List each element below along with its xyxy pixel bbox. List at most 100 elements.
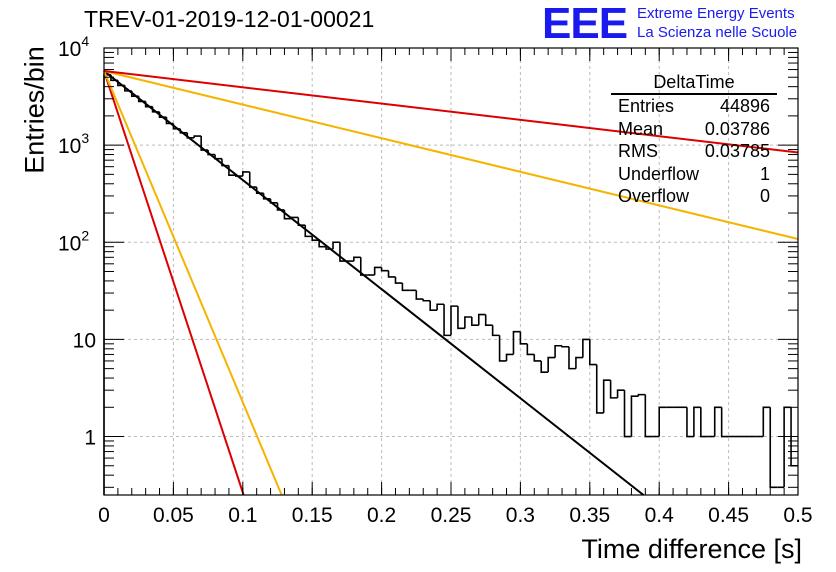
stats-row-mean: Mean 0.03786 — [611, 118, 777, 141]
histogram-bin — [471, 317, 479, 326]
x-tick-label: 0.1 — [228, 504, 257, 527]
histogram-bin — [311, 236, 320, 242]
histogram-bin — [623, 390, 632, 438]
stats-row-underflow: Underflow 1 — [611, 163, 777, 186]
chart-title: TREV-01-2019-12-01-00021 — [84, 6, 375, 32]
histogram-bin — [658, 406, 667, 437]
histogram-bin — [457, 306, 465, 330]
histogram-bin — [422, 299, 431, 302]
histogram-bin — [526, 343, 535, 356]
histogram-bin — [609, 380, 618, 399]
histogram-bin — [686, 407, 694, 438]
histogram-bin — [616, 389, 625, 398]
histogram-bin — [103, 73, 111, 495]
histogram-bin — [415, 290, 424, 300]
stats-label: Entries — [618, 96, 675, 116]
histogram-bin — [186, 132, 195, 139]
stats-value: 44896 — [719, 96, 770, 116]
histogram-bin — [512, 330, 521, 355]
histogram-bin — [318, 240, 327, 248]
histogram-bin — [255, 187, 264, 194]
eee-logo: EEE — [542, 0, 628, 48]
histogram-bin — [644, 394, 653, 438]
x-tick-label: 0.45 — [708, 504, 749, 527]
fit-line — [103, 69, 799, 154]
histogram-bin — [575, 356, 583, 369]
stats-title: DeltaTime — [611, 72, 777, 95]
x-tick-label: 0.2 — [367, 504, 396, 527]
stats-label: Overflow — [618, 186, 690, 206]
y-tick-label: 102 — [58, 227, 89, 255]
histogram-bin — [498, 335, 507, 362]
x-tick-label: 0 — [98, 504, 110, 527]
histogram-bin — [373, 266, 382, 276]
x-tick-label: 0.35 — [569, 504, 610, 527]
y-tick-label: 103 — [58, 130, 89, 158]
x-tick-label: 0.3 — [506, 504, 535, 527]
histogram-bin — [630, 395, 639, 437]
histogram-bin — [401, 283, 410, 292]
histogram-bin — [221, 158, 229, 167]
histogram-bin — [429, 300, 438, 311]
fit-line — [103, 70, 245, 496]
y-tick-label: 104 — [58, 33, 89, 61]
histogram-bin — [602, 379, 611, 413]
x-tick-label: 0.05 — [153, 504, 194, 527]
logo-caption-line2: La Scienza nelle Scuole — [637, 24, 798, 41]
grid — [104, 48, 798, 495]
histogram-bin — [700, 407, 708, 438]
fit-lines — [103, 69, 799, 496]
histogram-bin — [595, 364, 604, 414]
histogram-bin — [547, 356, 556, 373]
y-axis-label: Entries/bin — [19, 46, 50, 174]
histogram-bin — [561, 345, 569, 348]
x-tick-label: 0.15 — [292, 504, 333, 527]
stats-row-overflow: Overflow 0 — [611, 185, 777, 208]
histogram-bin — [297, 217, 306, 226]
histogram-bin — [353, 256, 361, 262]
histogram-bin — [394, 276, 403, 284]
histogram-bin — [443, 304, 451, 337]
histogram-bin — [450, 305, 458, 336]
x-tick-label: 0.25 — [431, 504, 472, 527]
histogram-bin — [491, 325, 500, 337]
stats-row-entries: Entries 44896 — [611, 95, 777, 118]
histogram-bin — [540, 360, 549, 373]
histogram-bin — [589, 339, 597, 366]
histogram-bin — [380, 267, 389, 272]
histogram-bin — [637, 393, 646, 397]
logo-caption: Extreme Energy Events La Scienza nelle S… — [637, 4, 797, 42]
stats-label: RMS — [618, 141, 658, 161]
histogram-bin — [720, 407, 729, 438]
histogram-bin — [387, 270, 396, 278]
y-tick-label: 10 — [73, 329, 96, 352]
histogram-bin — [693, 406, 701, 437]
histogram-bin — [248, 171, 257, 188]
histogram-bin — [568, 346, 576, 370]
histogram-bin — [436, 303, 445, 311]
histogram-bin — [477, 313, 486, 326]
stats-label: Mean — [618, 118, 664, 139]
histogram-bin — [519, 331, 528, 345]
histogram-bin — [505, 353, 514, 361]
histogram-bin — [554, 344, 563, 358]
stats-value: 1 — [759, 163, 770, 184]
x-axis-label: Time difference [s] — [581, 534, 802, 564]
stats-value: 0.03785 — [704, 141, 770, 161]
histogram-bin — [464, 316, 472, 329]
histogram-bin — [359, 257, 368, 276]
stats-value: 0.03786 — [704, 118, 770, 139]
stats-value: 0 — [759, 186, 770, 206]
axis-ticks: 0 0.05 0.1 0.15 0.2 0.25 0.3 0.35 0.4 0.45 0.51101… — [58, 33, 813, 527]
histogram-bin — [484, 314, 493, 326]
histogram-bin — [769, 407, 778, 489]
fit-line — [103, 70, 799, 240]
stats-box: DeltaTime Entries 44896 Mean 0.03786 RMS… — [611, 72, 777, 208]
y-tick-label: 1 — [84, 427, 96, 450]
histogram-bin — [242, 171, 250, 177]
fit-line — [103, 70, 645, 496]
histogram-bin — [332, 241, 340, 250]
histogram-bin — [582, 338, 590, 358]
logo-caption-line1: Extreme Energy Events — [637, 5, 795, 22]
